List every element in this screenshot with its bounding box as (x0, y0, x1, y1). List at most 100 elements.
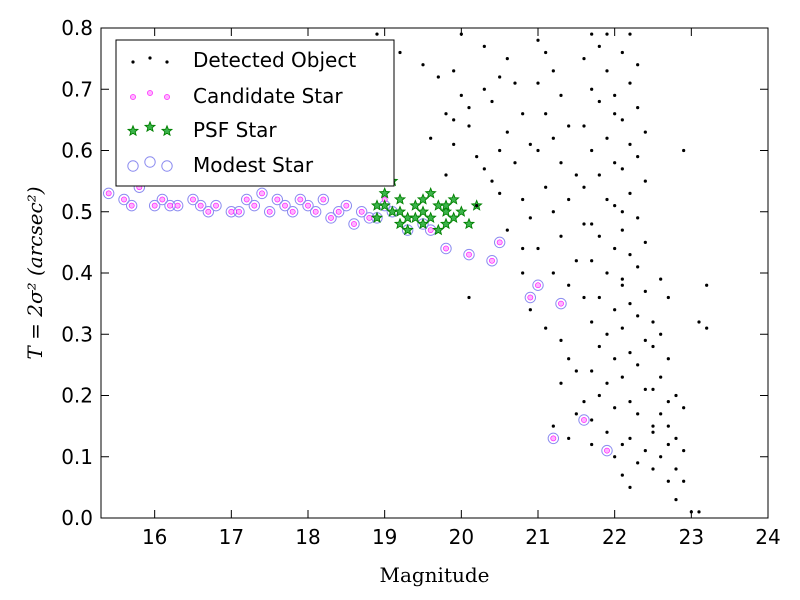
detected-object-point (651, 430, 655, 434)
detected-object-point (666, 357, 670, 361)
legend: Detected Object Candidate Star PSF Star … (115, 39, 395, 187)
detected-object-point (590, 32, 594, 36)
ticks-layer: 16 17 18 19 20 21 22 23 24 0.0 0.1 0.2 0.3 0.4 0.5 0.6 0… (61, 16, 781, 549)
detected-object-point (513, 81, 517, 85)
psf-star-point (370, 211, 384, 224)
detected-object-point (590, 418, 594, 422)
detected-object-point (436, 75, 440, 79)
legend-entry-candidate-star: Candidate Star (130, 84, 343, 108)
legend-marker-detected-object (131, 56, 169, 64)
candidate-star-point (274, 196, 281, 203)
detected-object-point (628, 191, 632, 195)
candidate-star-point (213, 202, 219, 209)
modest-star-point (263, 206, 276, 218)
detected-object-point (582, 400, 586, 404)
detected-object-point (567, 283, 571, 287)
modest-star-point (340, 199, 353, 212)
detected-object-point (620, 283, 624, 287)
detected-object-point (467, 106, 471, 110)
candidate-star-point (266, 208, 273, 215)
detected-object-point (551, 210, 555, 214)
detected-object-point (620, 277, 624, 281)
detected-object-point (620, 442, 624, 447)
detected-object-point (613, 246, 617, 251)
candidate-star-point (527, 294, 534, 301)
legend-marker-psf-star (126, 120, 174, 137)
detected-object-point (544, 326, 548, 330)
detected-object-point (636, 314, 640, 318)
y-tick-label: 0.6 (61, 139, 93, 163)
psf-star-point (409, 199, 422, 211)
detected-object-point (590, 148, 594, 153)
candidate-star-point (358, 208, 365, 215)
detected-object-point (613, 112, 617, 116)
candidate-star-point (604, 447, 610, 454)
detected-object-point (682, 148, 686, 153)
detected-object-point (551, 136, 555, 140)
detected-object-point (605, 197, 609, 202)
candidate-star-point (297, 196, 304, 203)
detected-object-point (659, 455, 663, 459)
detected-object-point (590, 320, 594, 324)
detected-object-point (605, 271, 609, 275)
detected-object-point (651, 320, 655, 324)
detected-object-point (605, 69, 609, 73)
modest-star-point (294, 193, 307, 206)
detected-object-point (643, 338, 647, 342)
psf-star-point (378, 186, 391, 199)
detected-object-point (498, 75, 502, 79)
detected-object-point (666, 479, 670, 483)
modest-star-point (271, 193, 284, 206)
modest-star-point (210, 199, 222, 212)
detected-object-point (636, 461, 640, 465)
detected-object-point (697, 510, 701, 514)
x-tick-label: 22 (602, 525, 627, 549)
detected-object-point (590, 87, 594, 91)
detected-object-point (705, 326, 709, 330)
detected-object-point (628, 400, 632, 404)
x-tick-label: 16 (142, 525, 167, 549)
detected-object-point (597, 234, 601, 238)
detected-object-point (482, 87, 486, 91)
detected-object-point (605, 332, 609, 336)
detected-object-point (636, 363, 640, 367)
modest-star-point (555, 297, 567, 310)
modest-star-point (194, 199, 207, 212)
modest-star-point (493, 236, 506, 249)
detected-object-point (452, 69, 456, 73)
legend-label-modest-star: Modest Star (193, 153, 314, 177)
legend-marker-point (131, 60, 135, 64)
psf-star-point (439, 217, 453, 230)
candidate-star-point (489, 257, 495, 264)
detected-object-point (567, 436, 571, 440)
detected-object-point (659, 375, 663, 379)
detected-object-point (620, 210, 624, 214)
detected-object-point (590, 369, 594, 373)
detected-object-point (643, 449, 647, 453)
modest-star-point (286, 206, 299, 218)
legend-marker-point (148, 56, 152, 60)
detected-object-point (620, 118, 624, 122)
modest-star-point (440, 242, 452, 255)
detected-object-point (666, 442, 670, 447)
candidate-star-point (320, 196, 327, 203)
detected-object-point (421, 63, 425, 67)
detected-object-point (659, 332, 663, 336)
detected-object-point (666, 295, 670, 300)
candidate-star-point (228, 208, 235, 215)
detected-object-point (559, 161, 563, 165)
candidate-star-point (205, 208, 212, 215)
detected-object-point (459, 93, 463, 97)
psf-star-point (401, 223, 414, 236)
detected-object-point (475, 155, 479, 159)
legend-label-psf-star: PSF Star (193, 118, 277, 142)
legend-marker-point (144, 156, 156, 168)
detected-object-point (513, 161, 517, 165)
detected-object-point (590, 259, 594, 263)
candidate-star-point (558, 300, 564, 307)
detected-object-point (605, 136, 609, 140)
detected-object-point (597, 173, 601, 177)
y-tick-label: 0.4 (61, 261, 93, 285)
detected-object-point (620, 228, 624, 232)
